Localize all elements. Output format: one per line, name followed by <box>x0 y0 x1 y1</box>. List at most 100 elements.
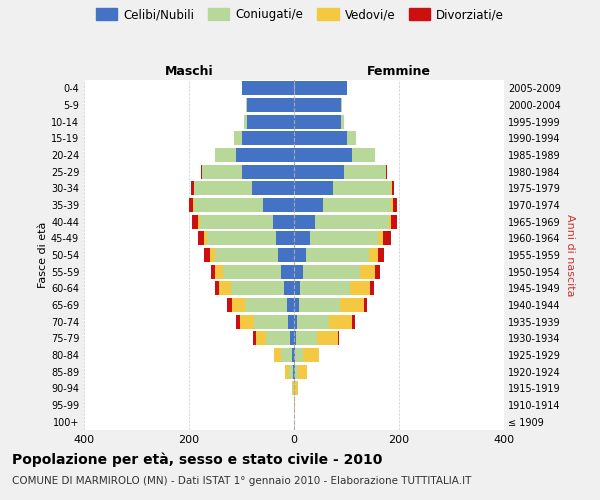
Bar <box>297 314 329 329</box>
Bar <box>232 298 245 312</box>
Bar <box>294 281 301 295</box>
Bar <box>317 331 338 345</box>
Bar <box>323 198 391 212</box>
Bar <box>294 131 347 146</box>
Bar <box>315 214 389 229</box>
Bar <box>241 164 294 179</box>
Bar <box>189 198 193 212</box>
Bar <box>350 281 370 295</box>
Bar <box>295 348 303 362</box>
Y-axis label: Fasce di età: Fasce di età <box>38 222 48 288</box>
Bar <box>236 148 294 162</box>
Bar <box>254 314 288 329</box>
Bar <box>236 314 241 329</box>
Bar <box>294 231 310 246</box>
Bar <box>294 214 315 229</box>
Bar <box>338 331 339 345</box>
Bar <box>278 248 294 262</box>
Bar <box>244 114 247 128</box>
Bar <box>360 264 375 279</box>
Bar <box>199 214 273 229</box>
Bar <box>294 164 344 179</box>
Bar <box>294 148 352 162</box>
Bar <box>294 248 305 262</box>
Bar <box>352 314 355 329</box>
Bar <box>294 98 341 112</box>
Bar <box>208 231 275 246</box>
Bar <box>201 164 202 179</box>
Bar <box>344 164 386 179</box>
Bar <box>303 348 319 362</box>
Bar <box>298 364 307 379</box>
Bar <box>294 81 347 96</box>
Bar <box>301 281 350 295</box>
Bar <box>223 264 281 279</box>
Bar <box>252 181 294 196</box>
Bar <box>245 298 287 312</box>
Text: COMUNE DI MARMIROLO (MN) - Dati ISTAT 1° gennaio 2010 - Elaborazione TUTTITALIA.: COMUNE DI MARMIROLO (MN) - Dati ISTAT 1°… <box>12 476 472 486</box>
Bar <box>310 231 378 246</box>
Bar <box>294 181 334 196</box>
Bar <box>340 298 364 312</box>
Y-axis label: Anni di nascita: Anni di nascita <box>565 214 575 296</box>
Bar <box>290 331 294 345</box>
Bar <box>204 231 208 246</box>
Bar <box>378 231 383 246</box>
Bar <box>341 114 344 128</box>
Bar <box>266 331 290 345</box>
Bar <box>247 114 294 128</box>
Bar <box>289 364 293 379</box>
Bar <box>391 214 397 229</box>
Bar <box>246 98 247 112</box>
Bar <box>352 148 376 162</box>
Bar <box>215 148 236 162</box>
Bar <box>292 381 293 396</box>
Legend: Celibi/Nubili, Coniugati/e, Vedovi/e, Divorziati/e: Celibi/Nubili, Coniugati/e, Vedovi/e, Di… <box>94 6 506 24</box>
Bar <box>294 348 295 362</box>
Bar <box>375 264 380 279</box>
Bar <box>294 298 299 312</box>
Bar <box>202 164 241 179</box>
Bar <box>191 181 194 196</box>
Bar <box>304 264 360 279</box>
Bar <box>215 264 223 279</box>
Bar <box>194 181 252 196</box>
Bar <box>296 331 317 345</box>
Bar <box>288 314 294 329</box>
Bar <box>287 298 294 312</box>
Bar <box>294 314 297 329</box>
Bar <box>391 198 392 212</box>
Bar <box>263 198 294 212</box>
Bar <box>293 364 294 379</box>
Bar <box>253 331 256 345</box>
Bar <box>247 98 294 112</box>
Bar <box>295 381 298 396</box>
Bar <box>294 264 304 279</box>
Bar <box>295 364 298 379</box>
Text: Popolazione per età, sesso e stato civile - 2010: Popolazione per età, sesso e stato civil… <box>12 452 382 467</box>
Bar <box>227 298 232 312</box>
Bar <box>347 131 356 146</box>
Bar <box>191 214 198 229</box>
Bar <box>284 281 294 295</box>
Bar <box>281 348 292 362</box>
Bar <box>215 281 220 295</box>
Bar <box>193 198 194 212</box>
Bar <box>281 264 294 279</box>
Bar <box>294 381 295 396</box>
Bar <box>294 114 341 128</box>
Bar <box>364 298 367 312</box>
Bar <box>220 281 231 295</box>
Bar <box>329 314 352 329</box>
Bar <box>293 381 294 396</box>
Bar <box>211 264 215 279</box>
Bar <box>389 214 391 229</box>
Bar <box>241 81 294 96</box>
Bar <box>198 231 204 246</box>
Bar <box>241 131 294 146</box>
Bar <box>299 298 340 312</box>
Bar <box>341 98 342 112</box>
Bar <box>275 231 294 246</box>
Bar <box>370 281 374 295</box>
Text: Maschi: Maschi <box>164 66 214 78</box>
